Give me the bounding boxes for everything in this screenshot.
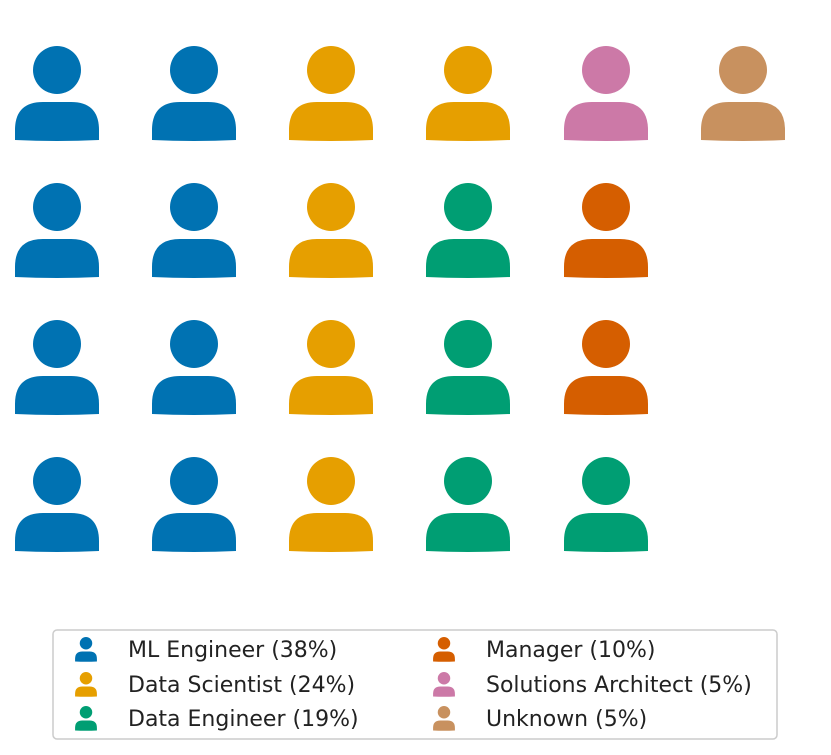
person-icon-manager: [564, 183, 648, 278]
person-icon-unknown: [701, 46, 785, 141]
legend-icon-solutions-architect: [433, 672, 455, 697]
person-icon-data-scientist: [289, 183, 373, 278]
person-icon-data-scientist: [426, 46, 510, 141]
person-icon-data-engineer: [426, 320, 510, 415]
person-icon-ml-engineer: [15, 320, 99, 415]
person-icon-ml-engineer: [152, 320, 236, 415]
person-icon-manager: [564, 320, 648, 415]
legend-icon-manager: [433, 637, 455, 662]
person-icon-solutions-architect: [564, 46, 648, 141]
legend-icon-data-engineer: [75, 706, 97, 731]
legend-label-ml-engineer: ML Engineer (38%): [128, 638, 337, 663]
legend-frame: [52, 629, 778, 740]
person-icon-data-scientist: [289, 320, 373, 415]
legend-label-data-engineer: Data Engineer (19%): [128, 707, 359, 732]
icon-grid: [15, 46, 785, 552]
legend-icon-unknown: [433, 706, 455, 731]
person-icon-data-engineer: [426, 183, 510, 278]
legend-label-manager: Manager (10%): [486, 638, 656, 663]
person-icon-data-scientist: [289, 46, 373, 141]
legend-label-data-scientist: Data Scientist (24%): [128, 673, 355, 698]
legend-icon-data-scientist: [75, 672, 97, 697]
legend-icon-ml-engineer: [75, 637, 97, 662]
person-icon-ml-engineer: [152, 46, 236, 141]
legend-label-unknown: Unknown (5%): [486, 707, 647, 732]
person-icon-data-engineer: [564, 457, 648, 552]
person-icon-ml-engineer: [152, 457, 236, 552]
legend: ML Engineer (38%) Data Scientist (24%) Dat…: [52, 629, 778, 740]
person-icon-ml-engineer: [152, 183, 236, 278]
person-icon-ml-engineer: [15, 46, 99, 141]
person-icon-data-scientist: [289, 457, 373, 552]
person-icon-data-engineer: [426, 457, 510, 552]
legend-label-solutions-architect: Solutions Architect (5%): [486, 673, 752, 698]
person-icon-ml-engineer: [15, 183, 99, 278]
person-icon-ml-engineer: [15, 457, 99, 552]
